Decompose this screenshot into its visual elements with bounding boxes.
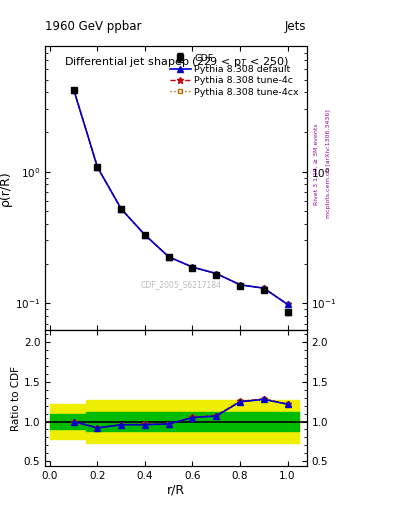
Text: 1960 GeV ppbar: 1960 GeV ppbar — [45, 20, 142, 33]
Pythia 8.308 tune-4c — [190, 264, 195, 270]
Pythia 8.308 tune-4c — [238, 282, 242, 288]
Pythia 8.308 tune-4c — [72, 87, 76, 93]
Pythia 8.308 default — [285, 301, 290, 307]
Pythia 8.308 tune-4cx — [143, 232, 147, 238]
Pythia 8.308 default — [238, 282, 242, 288]
Pythia 8.308 default — [190, 264, 195, 270]
Line: Pythia 8.308 tune-4c: Pythia 8.308 tune-4c — [70, 86, 291, 308]
Pythia 8.308 tune-4c — [166, 254, 171, 260]
Pythia 8.308 tune-4c — [214, 270, 219, 276]
Pythia 8.308 tune-4c — [119, 206, 123, 212]
Pythia 8.308 tune-4cx — [261, 285, 266, 291]
Text: Differential jet shapep (229 < p$_T$ < 250): Differential jet shapep (229 < p$_T$ < 2… — [64, 55, 288, 69]
Pythia 8.308 tune-4cx — [238, 282, 242, 288]
Text: CDF_2005_S6217184: CDF_2005_S6217184 — [141, 281, 222, 289]
Pythia 8.308 tune-4cx — [119, 206, 123, 212]
Pythia 8.308 default — [214, 270, 219, 276]
Pythia 8.308 tune-4cx — [95, 164, 100, 170]
Y-axis label: ρ(r/R): ρ(r/R) — [0, 170, 12, 206]
Pythia 8.308 default — [261, 285, 266, 291]
Pythia 8.308 default — [166, 254, 171, 260]
Pythia 8.308 tune-4c — [285, 301, 290, 307]
Legend: CDF, Pythia 8.308 default, Pythia 8.308 tune-4c, Pythia 8.308 tune-4cx: CDF, Pythia 8.308 default, Pythia 8.308 … — [167, 51, 302, 99]
Pythia 8.308 tune-4cx — [166, 254, 171, 260]
Pythia 8.308 tune-4c — [143, 232, 147, 238]
Pythia 8.308 default — [95, 164, 100, 170]
Pythia 8.308 tune-4c — [95, 164, 100, 170]
Pythia 8.308 tune-4c — [261, 285, 266, 291]
Pythia 8.308 tune-4cx — [285, 301, 290, 307]
Text: Jets: Jets — [285, 20, 307, 33]
Pythia 8.308 tune-4cx — [72, 87, 76, 93]
X-axis label: r/R: r/R — [167, 483, 185, 497]
Line: Pythia 8.308 default: Pythia 8.308 default — [71, 87, 290, 307]
Text: Rivet 3.1.10, ≥ 3M events: Rivet 3.1.10, ≥ 3M events — [314, 123, 319, 205]
Line: Pythia 8.308 tune-4cx: Pythia 8.308 tune-4cx — [71, 87, 290, 307]
Pythia 8.308 tune-4cx — [214, 270, 219, 276]
Pythia 8.308 default — [72, 87, 76, 93]
Y-axis label: Ratio to CDF: Ratio to CDF — [11, 366, 21, 431]
Pythia 8.308 default — [119, 206, 123, 212]
Text: mcplots.cern.ch [arXiv:1306.3436]: mcplots.cern.ch [arXiv:1306.3436] — [326, 110, 331, 218]
Pythia 8.308 tune-4cx — [190, 264, 195, 270]
Pythia 8.308 default — [143, 232, 147, 238]
